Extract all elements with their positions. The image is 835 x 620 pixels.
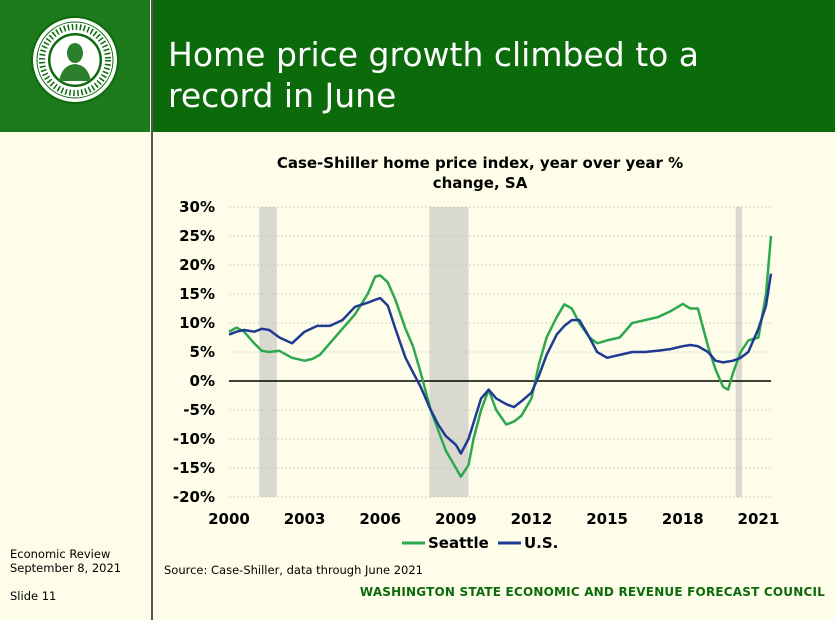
header-title-panel bbox=[153, 0, 835, 132]
chart-title-line2: change, SA bbox=[433, 174, 528, 192]
x-tick-label: 2003 bbox=[284, 510, 326, 528]
y-tick-label: -15% bbox=[173, 459, 215, 477]
x-tick-label: 2012 bbox=[511, 510, 553, 528]
y-tick-label: -5% bbox=[183, 401, 215, 419]
x-tick-label: 2015 bbox=[586, 510, 628, 528]
series-line-seattle bbox=[228, 235, 773, 478]
y-tick-label: 0% bbox=[190, 372, 215, 390]
y-tick-label: 25% bbox=[179, 227, 215, 245]
chart-title-line1: Case-Shiller home price index, year over… bbox=[277, 154, 683, 172]
page-title: Home price growth climbed to a record in… bbox=[168, 35, 700, 115]
x-tick-label: 2009 bbox=[435, 510, 477, 528]
y-axis-ticks: 30% 25% 20% 15% 10% 5% 0% -5% -10% -15% -20% bbox=[173, 198, 215, 506]
vertical-divider bbox=[151, 0, 153, 620]
y-tick-label: 10% bbox=[179, 314, 215, 332]
x-tick-label: 2021 bbox=[738, 510, 780, 528]
x-tick-label: 2018 bbox=[662, 510, 704, 528]
footer-date: September 8, 2021 bbox=[10, 561, 122, 575]
source-note: Source: Case-Shiller, data through June … bbox=[164, 563, 423, 577]
slide-number: Slide 11 bbox=[10, 589, 57, 603]
y-tick-label: 5% bbox=[190, 343, 215, 361]
home-price-chart: Case-Shiller home price index, year over… bbox=[173, 154, 779, 552]
y-tick-label: -10% bbox=[173, 430, 215, 448]
x-tick-label: 2006 bbox=[359, 510, 401, 528]
organization-name: WASHINGTON STATE ECONOMIC AND REVENUE FO… bbox=[359, 585, 825, 599]
x-axis-ticks: 2000 2003 2006 2009 2012 2015 2018 2021 bbox=[208, 510, 779, 528]
series-line-us bbox=[228, 273, 773, 455]
x-tick-label: 2000 bbox=[208, 510, 250, 528]
y-tick-label: 30% bbox=[179, 198, 215, 216]
y-tick-label: 20% bbox=[179, 256, 215, 274]
legend-label-us: U.S. bbox=[524, 534, 558, 552]
y-tick-label: 15% bbox=[179, 285, 215, 303]
legend: Seattle U.S. bbox=[402, 534, 558, 552]
legend-label-seattle: Seattle bbox=[428, 534, 489, 552]
footer-event: Economic Review bbox=[10, 547, 111, 561]
y-tick-label: -20% bbox=[173, 488, 215, 506]
gridlines bbox=[229, 206, 771, 498]
washington-seal-logo bbox=[31, 16, 119, 104]
